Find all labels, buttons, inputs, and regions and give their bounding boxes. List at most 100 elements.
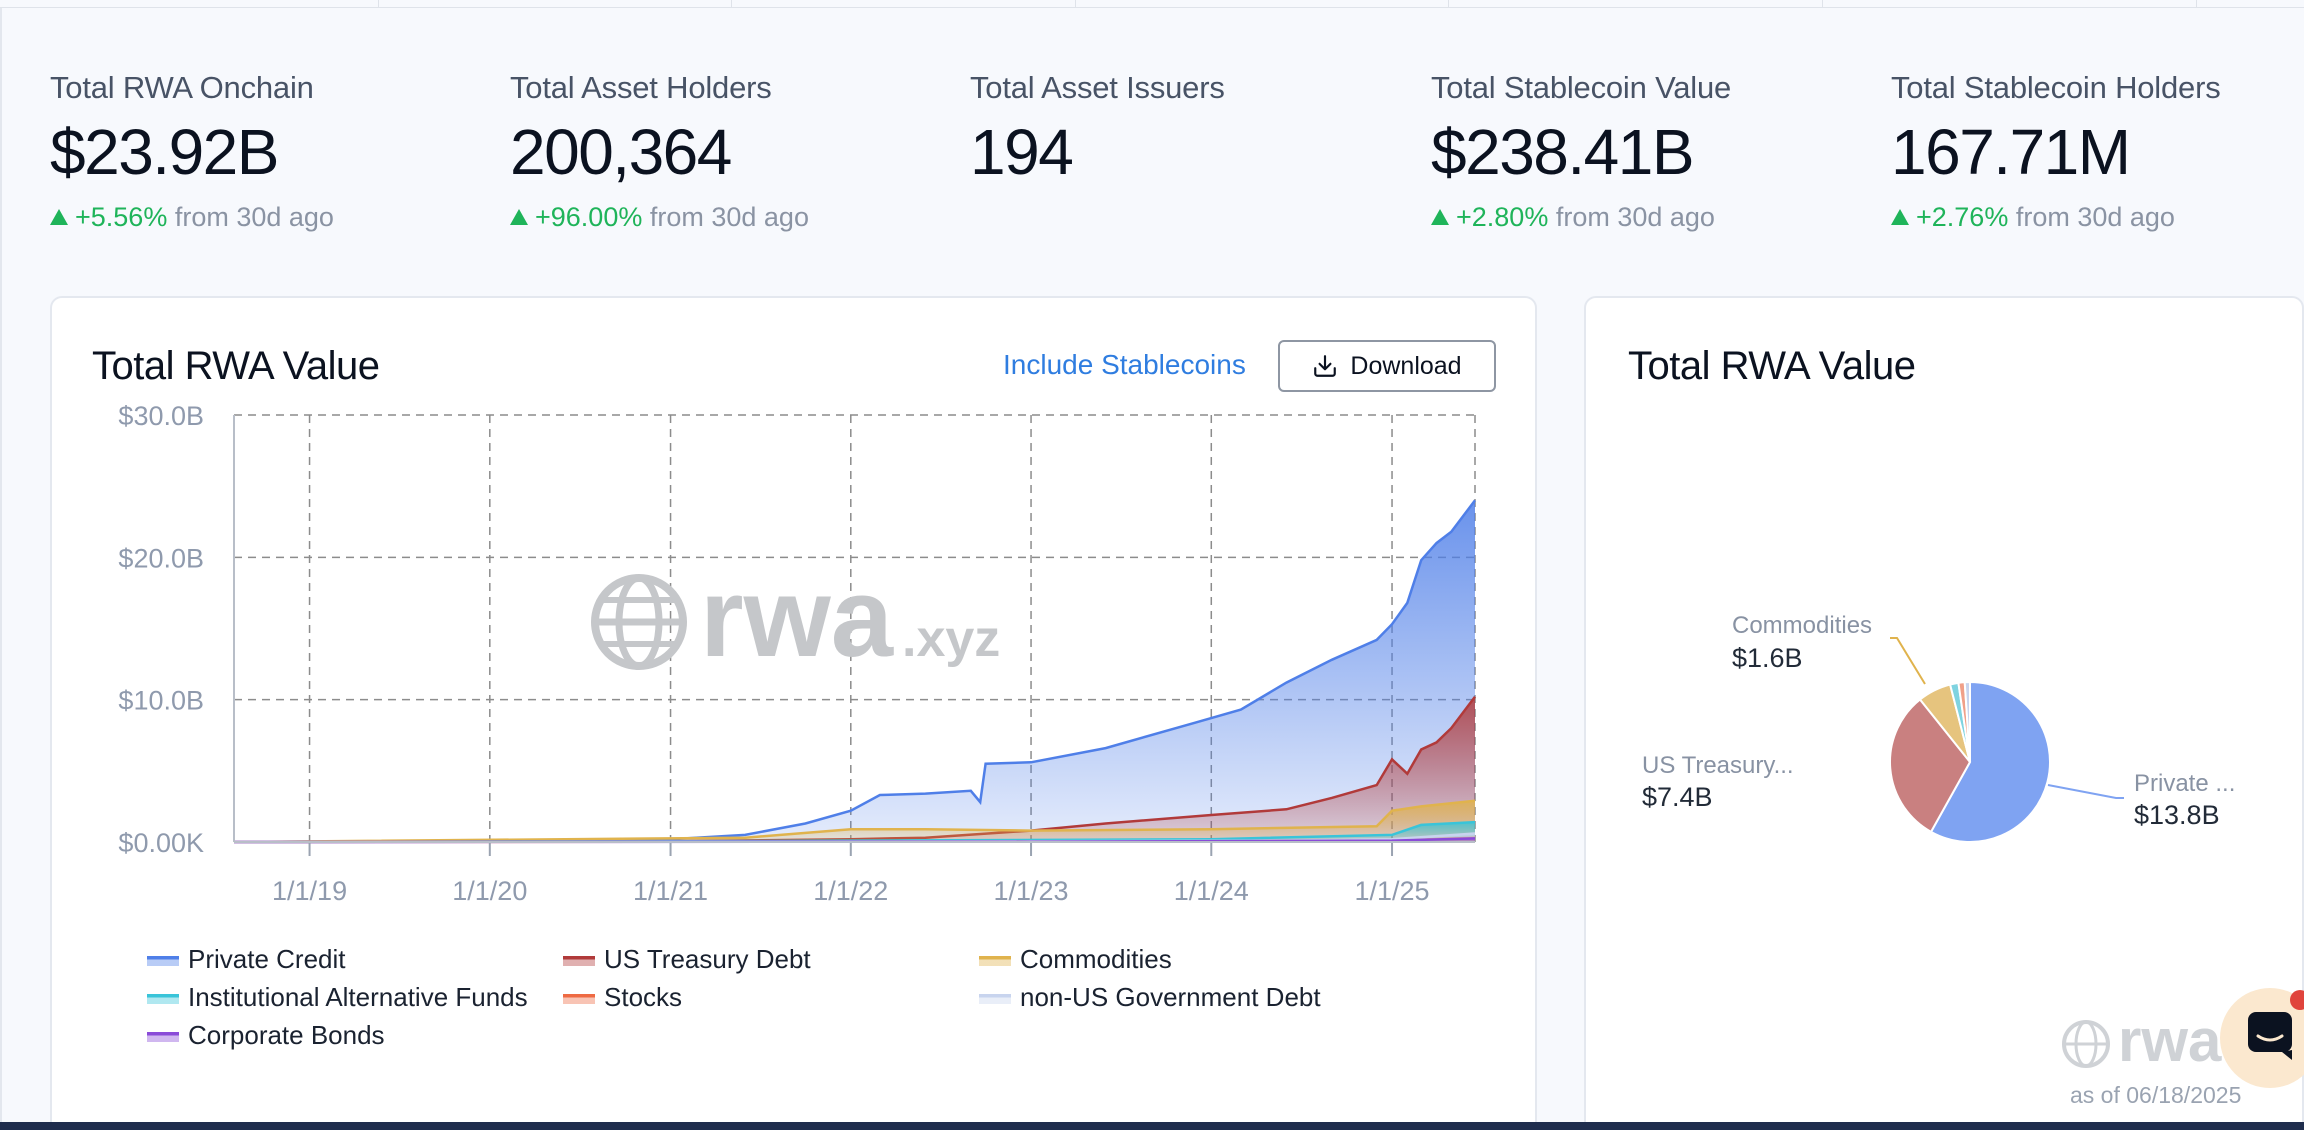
- legend-label: Private Credit: [188, 944, 346, 974]
- stat-total-stablecoin-value: Total Stablecoin Value $238.41B +2.80% f…: [1431, 70, 1731, 233]
- pie-value-commodities: $1.6B: [1732, 643, 1803, 673]
- stat-total-rwa-onchain: Total RWA Onchain $23.92B +5.56% from 30…: [50, 70, 334, 233]
- stat-value: $238.41B: [1431, 116, 1695, 188]
- stat-value: 194: [970, 116, 1074, 188]
- stat-label: Total Asset Issuers: [970, 70, 1225, 105]
- x-tick-label: 1/1/24: [1174, 876, 1249, 906]
- pie-slice: [1929, 680, 2051, 843]
- up-arrow-icon: [510, 209, 528, 225]
- stat-change-pct: +2.76%: [1916, 202, 2009, 232]
- legend-swatch: [563, 994, 595, 1004]
- stat-label: Total RWA Onchain: [50, 70, 314, 105]
- legend-item[interactable]: Corporate Bonds: [147, 1020, 385, 1051]
- watermark-text: rwa: [700, 555, 894, 680]
- leader-line-private: [2047, 784, 2124, 799]
- x-tick-label: 1/1/25: [1354, 876, 1429, 906]
- pie-leaders: [1890, 637, 2124, 799]
- pie-watermark: rwa: [2118, 1007, 2222, 1074]
- x-tick-label: 1/1/21: [633, 876, 708, 906]
- legend-label: non-US Government Debt: [1020, 982, 1321, 1012]
- up-arrow-icon: [1891, 209, 1909, 225]
- area-chart: rwa .xyz $0.00K $10.0B $20.0B $30.0B 1/1/19 1…: [118, 401, 1476, 906]
- legend-item[interactable]: Stocks: [563, 982, 683, 1013]
- top-tab-strip: [0, 0, 2304, 8]
- globe-icon: [2062, 1020, 2110, 1068]
- left-border: [0, 0, 2, 1130]
- legend-item[interactable]: Commodities: [979, 944, 1172, 975]
- y-tick-label: $0.00K: [118, 828, 204, 858]
- chat-launcher[interactable]: [2220, 988, 2304, 1088]
- include-stablecoins-toggle[interactable]: Include Stablecoins: [1003, 349, 1246, 380]
- legend-swatch: [979, 994, 1011, 1004]
- legend-item[interactable]: Institutional Alternative Funds: [147, 982, 528, 1013]
- area-fill-private-credit: [234, 500, 1475, 842]
- stat-change: +2.76% from 30d ago: [1891, 202, 2221, 233]
- x-tick-label: 1/1/20: [452, 876, 527, 906]
- pie-chart: [1888, 637, 2124, 843]
- legend-label: Commodities: [1020, 944, 1172, 974]
- legend-item[interactable]: Private Credit: [147, 944, 346, 975]
- stat-value: 200,364: [510, 116, 732, 188]
- notification-dot: [2290, 990, 2304, 1010]
- up-arrow-icon: [50, 209, 68, 225]
- legend-label: Corporate Bonds: [188, 1020, 385, 1050]
- x-tick-label: 1/1/23: [994, 876, 1069, 906]
- x-tick-label: 1/1/19: [272, 876, 347, 906]
- stat-change-suffix: from 30d ago: [174, 202, 334, 232]
- legend-label: US Treasury Debt: [604, 944, 811, 974]
- legend-label: Institutional Alternative Funds: [188, 982, 528, 1012]
- stat-label: Total Stablecoin Holders: [1891, 70, 2221, 105]
- stat-value: 167.71M: [1891, 116, 2131, 188]
- watermark-suffix: .xyz: [902, 610, 1000, 668]
- as-of-date: as of 06/18/2025: [2070, 1082, 2242, 1108]
- x-tick-label: 1/1/22: [813, 876, 888, 906]
- stat-total-asset-holders: Total Asset Holders 200,364 +96.00% from…: [510, 70, 809, 233]
- pie-value-us-treasury: $7.4B: [1642, 782, 1713, 812]
- legend-swatch: [147, 1032, 179, 1042]
- stat-change-pct: +96.00%: [535, 202, 643, 232]
- stat-total-stablecoin-holders: Total Stablecoin Holders 167.71M +2.76% …: [1891, 70, 2221, 233]
- legend-item[interactable]: US Treasury Debt: [563, 944, 811, 975]
- pie-slices-group: [1888, 680, 2051, 843]
- pie-slice: [1888, 698, 1972, 834]
- stat-change-suffix: from 30d ago: [1555, 202, 1715, 232]
- chart-title: Total RWA Value: [92, 344, 380, 388]
- area-fill-commodities: [234, 800, 1475, 842]
- legend-swatch: [147, 994, 179, 1004]
- download-label: Download: [1350, 351, 1462, 380]
- stat-change-suffix: from 30d ago: [2015, 202, 2175, 232]
- stat-change: +2.80% from 30d ago: [1431, 202, 1731, 233]
- y-tick-label: $20.0B: [118, 543, 204, 573]
- legend-swatch: [563, 956, 595, 966]
- legend-swatch: [979, 956, 1011, 966]
- stat-total-asset-issuers: Total Asset Issuers 194: [970, 70, 1225, 184]
- download-icon: [1314, 355, 1337, 377]
- rwa-watermark: rwa .xyz: [591, 555, 1000, 680]
- bottom-bar: [0, 1122, 2304, 1130]
- pie-label-commodities: Commodities: [1732, 612, 1873, 639]
- stat-change-suffix: from 30d ago: [649, 202, 809, 232]
- stat-value: $23.92B: [50, 116, 279, 188]
- stat-label: Total Stablecoin Value: [1431, 70, 1732, 105]
- pie-label-us-treasury: US Treasury...: [1642, 752, 1794, 779]
- legend-item[interactable]: non-US Government Debt: [979, 982, 1321, 1013]
- legend-label: Stocks: [604, 982, 683, 1012]
- chat-icon: [2248, 1012, 2292, 1060]
- legend-swatch: [147, 956, 179, 966]
- pie-chart-title: Total RWA Value: [1628, 344, 1916, 388]
- y-tick-label: $30.0B: [118, 401, 204, 431]
- series-line-private-credit: [233, 499, 1476, 844]
- up-arrow-icon: [1431, 209, 1449, 225]
- chart-axes: $0.00K $10.0B $20.0B $30.0B 1/1/19 1/1/20 1/1/…: [118, 401, 1475, 906]
- stat-change: +96.00% from 30d ago: [510, 202, 809, 233]
- pie-value-private-credit: $13.8B: [2134, 800, 2220, 830]
- leader-line-commodities: [1890, 637, 1926, 685]
- download-button[interactable]: Download: [1278, 340, 1496, 392]
- stat-label: Total Asset Holders: [510, 70, 772, 105]
- stat-change: +5.56% from 30d ago: [50, 202, 334, 233]
- series-line-commodities: [233, 799, 1476, 844]
- stat-change-pct: +5.56%: [75, 202, 168, 232]
- stat-change-pct: +2.80%: [1456, 202, 1549, 232]
- pie-slice: [1963, 680, 1971, 763]
- pie-label-private-credit: Private ...: [2134, 770, 2236, 797]
